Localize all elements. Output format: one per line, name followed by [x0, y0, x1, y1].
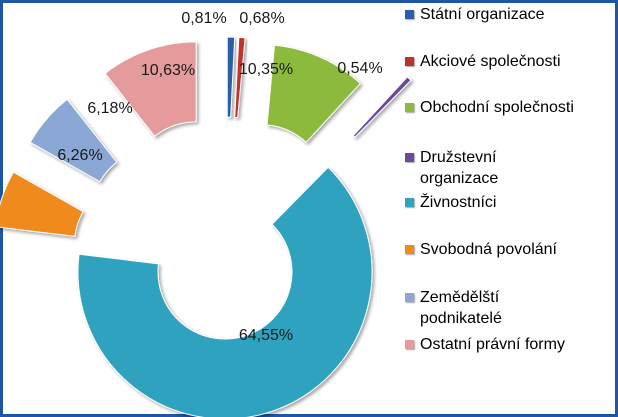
legend-label: Družstevní organizace	[420, 149, 499, 187]
legend-label: Svobodná povolání	[420, 241, 557, 258]
legend-item-7: Zemědělští podnikatelé	[405, 287, 615, 329]
legend-label: Obchodní společnosti	[420, 99, 574, 116]
legend-item-5: Živnostníci	[405, 192, 615, 213]
legend-item-6: Svobodná povolání	[405, 239, 615, 260]
legend-item-8: Ostatní právní formy	[405, 334, 615, 355]
data-label-7: 6,18%	[87, 100, 132, 117]
legend-label: Zemědělští podnikatelé	[420, 289, 502, 327]
legend-swatch	[405, 103, 414, 112]
legend-label: Živnostníci	[420, 194, 497, 211]
legend-label: Akciové společnosti	[420, 53, 561, 70]
legend-swatch	[405, 57, 414, 66]
legend-swatch	[405, 293, 414, 302]
legend: Státní organizace Akciové společnosti Obch…	[405, 0, 615, 405]
data-label-5: 64,55%	[239, 327, 293, 344]
slice-2	[234, 36, 246, 119]
legend-item-3: Obchodní společnosti	[405, 97, 615, 118]
legend-swatch	[405, 245, 414, 254]
data-label-3: 10,35%	[239, 61, 293, 78]
legend-label: Ostatní právní formy	[420, 336, 565, 353]
slice-3	[266, 44, 362, 144]
legend-label: Státní organizace	[420, 6, 545, 23]
data-label-6: 6,26%	[57, 147, 102, 164]
data-label-8: 10,63%	[141, 62, 195, 79]
slice-1	[226, 36, 236, 118]
legend-item-1: Státní organizace	[405, 4, 615, 25]
legend-item-4: Družstevní organizace	[405, 147, 615, 189]
slice-5	[77, 166, 373, 417]
data-label-2: 0,68%	[239, 10, 284, 27]
slice-7	[29, 98, 118, 183]
slice-4	[352, 76, 412, 139]
legend-swatch	[405, 10, 414, 19]
data-label-1: 0,81%	[181, 10, 226, 27]
slice-6	[0, 171, 84, 237]
slice-8	[104, 41, 197, 137]
data-label-4: 0,54%	[337, 60, 382, 77]
legend-swatch	[405, 153, 414, 162]
legend-item-2: Akciové společnosti	[405, 51, 615, 72]
legend-swatch	[405, 198, 414, 207]
legend-swatch	[405, 340, 414, 349]
